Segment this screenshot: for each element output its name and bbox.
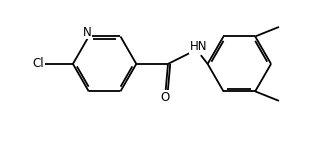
Text: O: O — [161, 91, 170, 104]
Text: HN: HN — [189, 40, 207, 53]
Text: N: N — [83, 26, 92, 39]
Text: Cl: Cl — [33, 57, 44, 70]
